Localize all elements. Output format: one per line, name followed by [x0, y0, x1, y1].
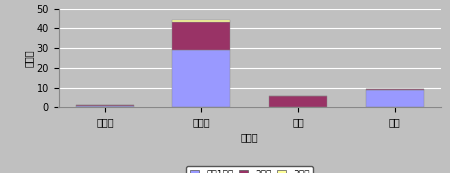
Bar — [366, 89, 423, 107]
Bar — [269, 96, 327, 107]
Bar — [76, 105, 134, 106]
Bar — [76, 106, 134, 107]
Bar — [172, 22, 230, 50]
X-axis label: 地先名: 地先名 — [241, 133, 259, 143]
Bar — [172, 50, 230, 107]
Bar — [172, 20, 230, 22]
Y-axis label: 回収率: 回収率 — [23, 49, 34, 67]
Legend: 放洱1年目, 2年目, 3年目: 放洱1年目, 2年目, 3年目 — [186, 166, 313, 173]
